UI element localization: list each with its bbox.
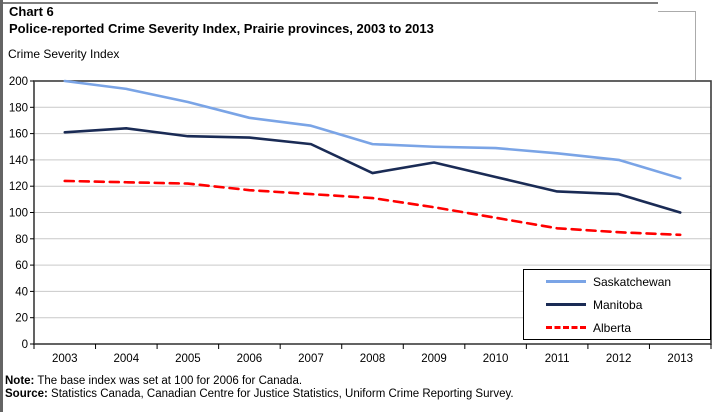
note-label: Note: [5, 375, 35, 387]
y-tick-label: 200 [9, 76, 28, 88]
x-tick-label: 2009 [421, 353, 447, 365]
x-tick-label: 2003 [52, 353, 78, 365]
y-tick-label: 180 [9, 102, 28, 114]
series-line-alberta [63, 179, 682, 237]
y-tick-label: 100 [9, 208, 28, 220]
page-edge-right [695, 11, 696, 80]
legend-item-alberta: Alberta [524, 317, 710, 339]
x-tick-label: 2010 [483, 353, 509, 365]
x-tick-label: 2007 [298, 353, 324, 365]
y-tick-label: 140 [9, 155, 28, 167]
y-tick-label: 40 [15, 286, 28, 298]
note-text: The base index was set at 100 for 2006 f… [34, 375, 303, 387]
source-line: Source: Statistics Canada, Canadian Cent… [5, 388, 514, 401]
manitoba-line-sample-icon [546, 303, 586, 306]
y-tick-label: 60 [15, 260, 28, 272]
legend-label: Saskatchewan [593, 274, 672, 289]
series-line-manitoba [63, 127, 682, 214]
legend-label: Manitoba [593, 297, 643, 312]
y-tick-label: 80 [15, 234, 28, 246]
x-tick-label: 2011 [545, 353, 570, 365]
y-tick-label: 120 [9, 181, 28, 193]
series-line-saskatchewan [63, 79, 682, 180]
x-tick-label: 2012 [606, 353, 632, 365]
alberta-line-sample-icon [546, 326, 586, 329]
source-label: Source: [5, 388, 48, 400]
note-line: Note: The base index was set at 100 for … [5, 375, 514, 388]
x-tick-label: 2013 [667, 353, 693, 365]
legend-label: Alberta [593, 320, 632, 335]
x-tick-label: 2004 [114, 353, 140, 365]
page-edge-top [658, 11, 696, 12]
y-axis-title: Crime Severity Index [8, 47, 120, 61]
x-tick-label: 2008 [360, 353, 386, 365]
chart-footnotes: Note: The base index was set at 100 for … [5, 375, 514, 401]
saskatchewan-line-sample-icon [546, 280, 586, 283]
x-tick-label: 2006 [237, 353, 263, 365]
y-tick-label: 20 [15, 313, 28, 325]
x-tick-label: 2005 [175, 353, 201, 365]
y-tick-label: 160 [9, 129, 28, 141]
window-left-border [0, 0, 3, 412]
chart-title: Police-reported Crime Severity Index, Pr… [9, 21, 434, 36]
legend: Saskatchewan Manitoba Alberta [523, 269, 711, 340]
legend-item-saskatchewan: Saskatchewan [524, 271, 710, 293]
y-tick-label: 0 [22, 339, 28, 351]
chart-number: Chart 6 [9, 4, 54, 19]
source-text: Statistics Canada, Canadian Centre for J… [47, 388, 514, 400]
legend-item-manitoba: Manitoba [524, 294, 710, 316]
window-top-border [3, 2, 658, 4]
